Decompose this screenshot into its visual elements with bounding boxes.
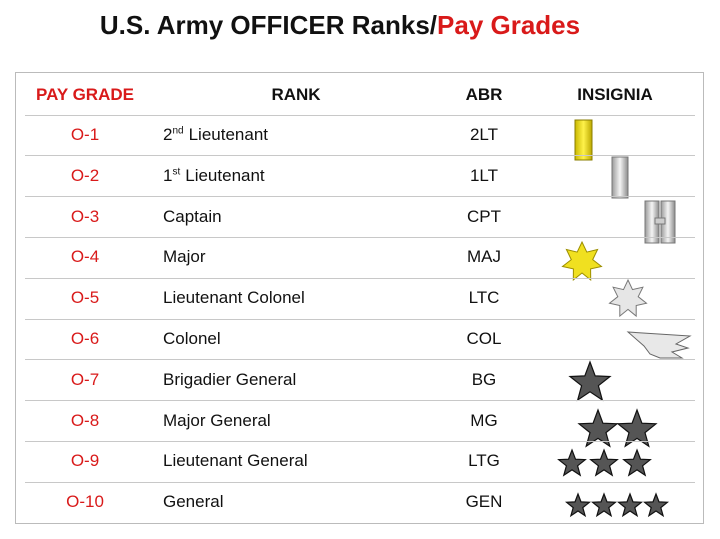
abbreviation: LTC	[468, 288, 500, 308]
rank: Colonel	[163, 329, 221, 348]
insignia-star	[589, 448, 619, 477]
pay-grade: O-9	[70, 451, 100, 471]
rank: Major General	[163, 410, 271, 430]
rank-rest: Lieutenant	[185, 165, 265, 185]
pay-grade: O-10	[66, 492, 104, 512]
row-divider	[25, 155, 695, 157]
insignia-star	[564, 492, 592, 518]
column-header: PAY GRADE	[36, 85, 134, 104]
rank-sup: nd	[172, 125, 184, 137]
insignia-bridge	[654, 217, 666, 225]
insignia-leaf	[608, 278, 648, 318]
rank: 2nd Lieutenant	[163, 125, 268, 145]
pay-grade: O-5	[70, 288, 100, 308]
insignia-star	[568, 360, 612, 402]
abbreviation: LTG	[468, 451, 500, 471]
pay-grade: O-8	[70, 410, 100, 430]
rank: General	[163, 492, 224, 512]
column-header: ABR	[465, 85, 503, 104]
rank: Lieutenant General	[163, 451, 308, 471]
abbreviation: GEN	[465, 492, 503, 512]
abbreviation: MAJ	[467, 247, 501, 267]
abbreviation: CPT	[467, 206, 501, 226]
row-divider	[25, 196, 695, 198]
insignia-bar	[574, 119, 593, 161]
rank: Brigadier General	[163, 369, 297, 389]
rank-main: 1	[163, 165, 173, 185]
row-divider	[25, 481, 695, 483]
pay-grade: O-7	[70, 369, 100, 389]
abbreviation: BG	[471, 369, 497, 389]
insignia-star	[642, 492, 670, 518]
insignia-leaf	[561, 240, 603, 282]
abbreviation: 1LT	[469, 165, 499, 185]
pay-grade: O-4	[70, 247, 100, 267]
row-divider	[25, 359, 695, 361]
abbreviation: MG	[470, 410, 498, 430]
rank: Lieutenant Colonel	[163, 288, 305, 308]
table-frame	[15, 72, 704, 524]
rank-main: 2	[163, 125, 173, 144]
insignia-star	[622, 448, 652, 477]
pay-grade: O-2	[70, 165, 100, 185]
column-header: INSIGNIA	[577, 85, 653, 104]
insignia-star	[590, 492, 618, 518]
pay-grade: O-6	[70, 329, 100, 348]
rank-sup: st	[172, 166, 181, 178]
rank: Major	[163, 247, 206, 267]
row-divider	[25, 441, 695, 442]
pay-grade: O-3	[70, 206, 100, 226]
insignia-star	[557, 448, 587, 477]
title-accent: Pay Grades	[437, 10, 581, 40]
insignia-star	[616, 408, 658, 448]
rank: 1st Lieutenant	[163, 166, 265, 186]
row-divider	[25, 318, 695, 320]
row-divider	[25, 400, 695, 402]
insignia-star	[577, 408, 619, 448]
insignia-eagle	[626, 331, 692, 359]
rank: Captain	[163, 206, 222, 226]
insignia-star	[616, 492, 644, 518]
rank-rest: Lieutenant	[188, 125, 268, 144]
title-main: U.S. Army OFFICER Ranks/	[99, 10, 438, 40]
row-divider	[25, 114, 695, 116]
insignia-bar	[611, 156, 629, 199]
abbreviation: 2LT	[469, 125, 499, 144]
row-divider	[25, 277, 695, 279]
row-divider	[25, 237, 695, 238]
abbreviation: COL	[466, 329, 502, 348]
column-header: RANK	[271, 85, 321, 104]
title: U.S. Army OFFICER Ranks/Pay Grades	[0, 10, 680, 41]
pay-grade: O-1	[70, 125, 100, 144]
